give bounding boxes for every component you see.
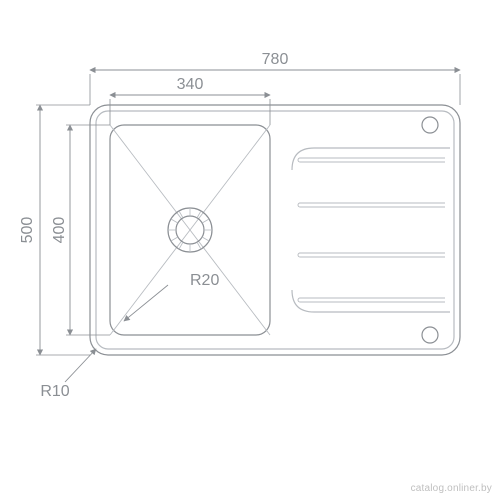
drainer-groove-cap-2 bbox=[298, 253, 300, 257]
diagram-container: 780 340 500 400 R20 R10 bbox=[0, 0, 500, 500]
radius-leader bbox=[124, 285, 168, 321]
dim-label: 500 bbox=[19, 217, 36, 244]
radius-label-r20: R20 bbox=[190, 272, 219, 289]
dim-label: 780 bbox=[262, 51, 289, 68]
drainer-groove-cap-0 bbox=[298, 158, 300, 162]
tap-hole-0 bbox=[422, 117, 438, 133]
radius-label-r10: R10 bbox=[40, 383, 69, 400]
watermark-text: catalog.onliner.by bbox=[411, 483, 492, 494]
dim-label: 400 bbox=[51, 217, 68, 244]
sink-inner-rim bbox=[96, 111, 454, 349]
bowl-slope-line bbox=[190, 125, 270, 230]
drain-spoke bbox=[171, 237, 178, 241]
bowl-slope-line bbox=[110, 125, 190, 230]
drain-spoke bbox=[171, 219, 178, 223]
drainer-outline bbox=[292, 148, 450, 312]
radius-leader bbox=[65, 349, 96, 382]
drainer-groove-cap-3 bbox=[298, 298, 300, 302]
dim-label: 340 bbox=[177, 76, 204, 93]
drain-spoke bbox=[202, 219, 209, 223]
tap-hole-1 bbox=[422, 327, 438, 343]
sink-outer bbox=[90, 105, 460, 355]
drainer-groove-cap-1 bbox=[298, 203, 300, 207]
drain-spoke bbox=[202, 237, 209, 241]
bowl-slope-line bbox=[110, 230, 190, 335]
sink-dimension-drawing: 780 340 500 400 R20 R10 bbox=[0, 0, 500, 500]
